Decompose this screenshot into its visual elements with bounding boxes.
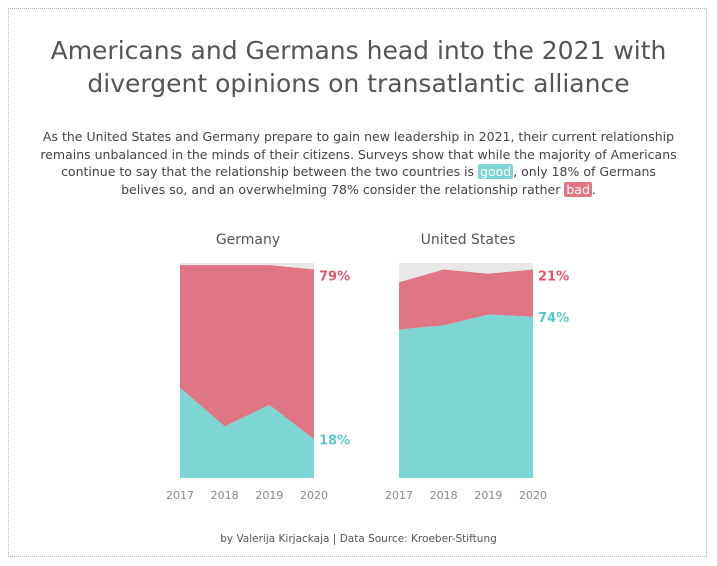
subtitle-text-2: , only 18% of Germans belives so, and an…	[121, 164, 656, 197]
us-x-tick-label: 2019	[474, 489, 502, 502]
title-line-2: divergent opinions on transatlantic alli…	[87, 69, 630, 98]
bad-highlight: bad	[564, 181, 592, 197]
subtitle-paragraph: As the United States and Germany prepare…	[40, 128, 677, 198]
footer-source: Kroeber-Stiftung	[411, 533, 497, 545]
us-chart-title: United States	[420, 232, 516, 248]
subtitle-text-3: .	[591, 181, 596, 197]
page-title: Americans and Germans head into the 2021…	[0, 34, 717, 100]
footer-separator: |	[329, 533, 340, 545]
footer-by: by	[220, 533, 237, 545]
germany-good-area	[180, 387, 314, 478]
germany-good-end-label: 18%	[319, 433, 350, 448]
subtitle-text-1: As the United States and Germany prepare…	[40, 129, 677, 179]
us-x-tick-label: 2020	[519, 489, 547, 502]
good-highlight: good	[478, 164, 514, 179]
germany-x-tick-label: 2017	[166, 489, 194, 502]
germany-bad-area	[180, 265, 314, 440]
us-x-tick-label: 2017	[385, 489, 413, 502]
us-x-tick-label: 2018	[430, 489, 458, 502]
dashboard-frame	[8, 8, 707, 557]
germany-chart-title: Germany	[215, 232, 281, 248]
us-good-area	[399, 314, 533, 478]
germany-x-tick-label: 2018	[211, 489, 239, 502]
footer-credit: by Valerija Kirjackaja | Data Source: Kr…	[0, 533, 717, 545]
germany-bad-end-label: 79%	[319, 269, 350, 284]
footer-author: Valerija Kirjackaja	[236, 533, 330, 545]
us-good-end-label: 74%	[538, 311, 569, 326]
germany-x-tick-label: 2020	[300, 489, 328, 502]
footer-source-label: Data Source:	[339, 533, 412, 545]
us-bad-end-label: 21%	[538, 269, 569, 284]
us-bad-area	[399, 269, 533, 330]
germany-x-tick-label: 2019	[255, 489, 283, 502]
title-line-1: Americans and Germans head into the 2021…	[50, 36, 667, 65]
